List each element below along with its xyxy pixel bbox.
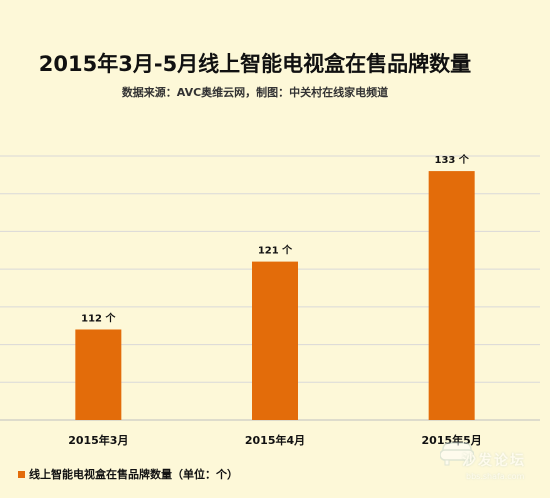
legend-swatch	[18, 470, 25, 478]
watermark-url: bbs.shafa.com	[466, 472, 525, 481]
bar	[428, 171, 475, 420]
x-tick-label: 2015年4月	[245, 433, 305, 447]
sofa-icon	[440, 442, 474, 466]
bar	[75, 329, 122, 420]
data-label: 121 个	[258, 244, 293, 257]
watermark-text: 沙发论坛	[462, 453, 526, 469]
bars	[75, 171, 475, 420]
legend-label: 线上智能电视盒在售品牌数量（单位：个）	[29, 468, 238, 481]
data-labels: 112 个 121 个 133 个	[81, 153, 470, 324]
x-axis-ticks: 2015年3月 2015年4月 2015年5月	[68, 433, 482, 447]
chart-subtitle: 数据来源：AVC奥维云网，制图：中关村在线家电频道	[121, 86, 389, 99]
data-label: 112 个	[81, 311, 116, 324]
watermark-logo: 沙发论坛 bbs.shafa.com	[440, 434, 544, 490]
data-label: 133 个	[434, 153, 469, 166]
legend: 线上智能电视盒在售品牌数量（单位：个）	[18, 466, 238, 482]
x-tick-label: 2015年3月	[68, 433, 128, 447]
bar	[252, 261, 298, 420]
chart-title: 2015年3月-5月线上智能电视盒在售品牌数量	[38, 52, 472, 76]
